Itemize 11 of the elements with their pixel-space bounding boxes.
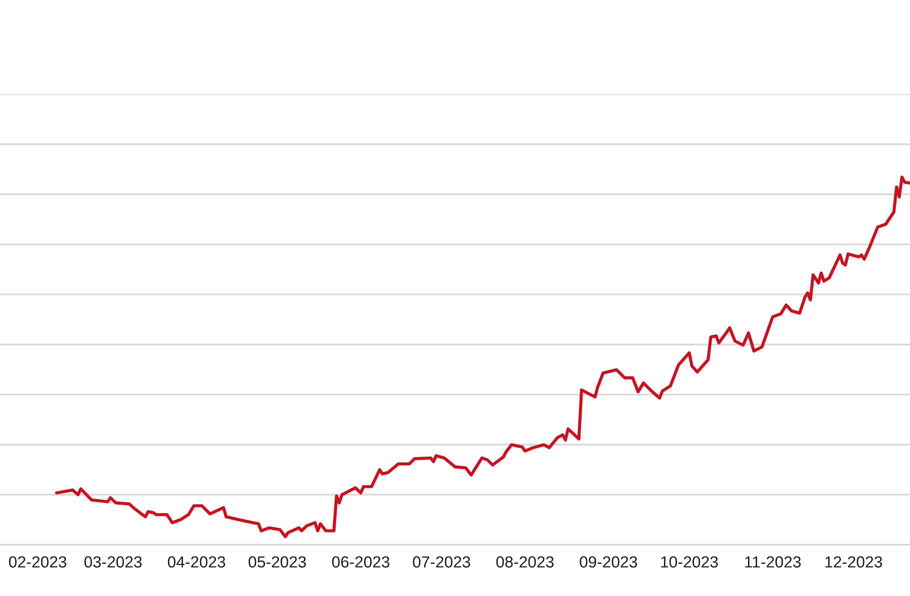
- x-tick-label: 11-2023: [745, 556, 801, 568]
- x-tick-label: 07-2023: [412, 556, 470, 568]
- x-tick-label: 08-2023: [496, 556, 554, 568]
- x-tick-label: 10-2023: [661, 556, 718, 568]
- x-tick-label: 09-2023: [580, 556, 638, 568]
- x-tick-label: 05-2023: [248, 556, 306, 568]
- x-tick-label: 04-2023: [168, 556, 226, 568]
- x-tick-label: 03-2023: [84, 556, 142, 568]
- x-tick-label: 12-2023: [825, 556, 882, 568]
- x-tick-label: 06-2023: [332, 556, 390, 568]
- x-tick-label: 02-2023: [9, 556, 66, 568]
